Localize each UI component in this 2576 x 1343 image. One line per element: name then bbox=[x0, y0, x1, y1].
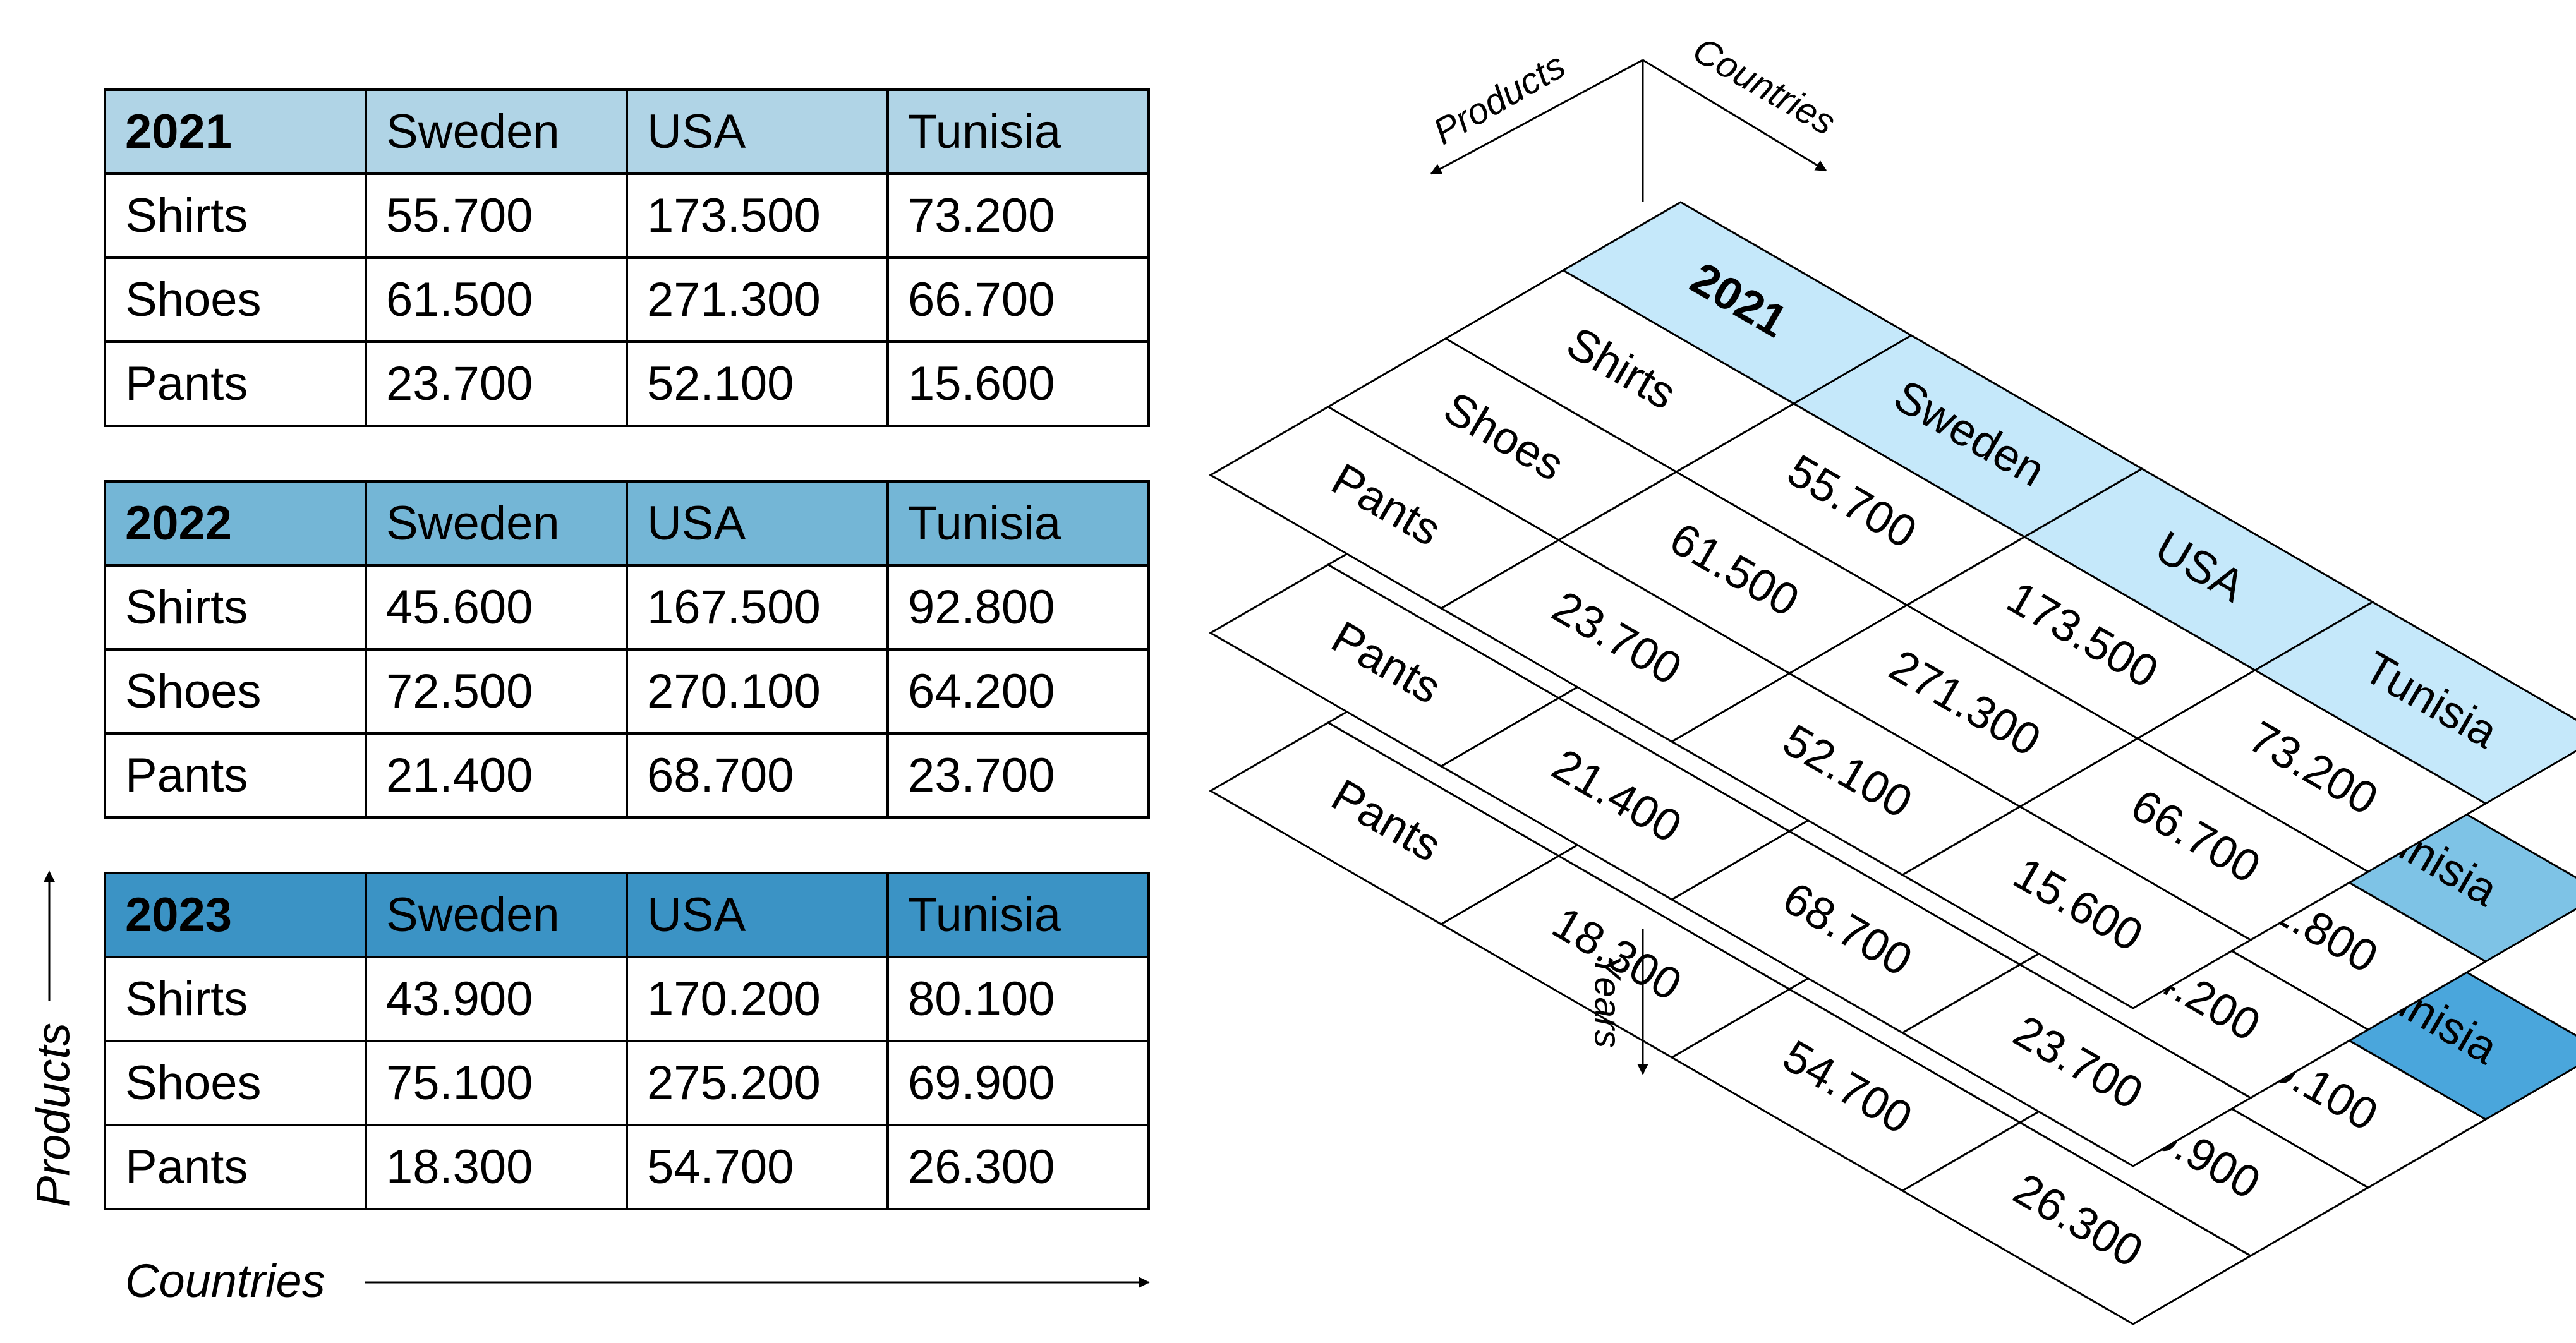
table-row: Pants 18.300 54.700 26.300 bbox=[104, 1124, 1150, 1210]
value-cell: 21.400 bbox=[365, 732, 628, 819]
value-cell: 52.100 bbox=[626, 340, 889, 427]
value-cell: 15.600 bbox=[886, 340, 1150, 427]
product-cell: Shirts bbox=[104, 172, 367, 259]
iso-data-cell bbox=[1901, 805, 2252, 1009]
table-2021: 2021 Sweden USA Tunisia Shirts 55.700 17… bbox=[104, 88, 1150, 427]
product-cell: Shirts bbox=[104, 956, 367, 1042]
value-cell: 170.200 bbox=[626, 956, 889, 1042]
product-cell: Pants bbox=[104, 1124, 367, 1210]
flat-tables-panel: 2021 Sweden USA Tunisia Shirts 55.700 17… bbox=[0, 0, 1200, 1343]
country-header-cell: Sweden bbox=[365, 872, 628, 958]
value-cell: 271.300 bbox=[626, 256, 889, 343]
country-header-cell: USA bbox=[626, 480, 889, 567]
iso-years-axis-label: Years bbox=[1587, 955, 1628, 1048]
product-cell: Pants bbox=[104, 340, 367, 427]
value-cell: 43.900 bbox=[365, 956, 628, 1042]
value-cell: 80.100 bbox=[886, 956, 1150, 1042]
value-cell: 92.800 bbox=[886, 564, 1150, 651]
value-cell: 61.500 bbox=[365, 256, 628, 343]
value-cell: 54.700 bbox=[626, 1124, 889, 1210]
year-header-cell: 2021 bbox=[104, 88, 367, 175]
value-cell: 173.500 bbox=[626, 172, 889, 259]
table-row: Shirts 43.900 170.200 80.100 bbox=[104, 956, 1150, 1042]
country-header-cell: USA bbox=[626, 88, 889, 175]
table-header-row: 2021 Sweden USA Tunisia bbox=[104, 88, 1150, 175]
value-cell: 75.100 bbox=[365, 1040, 628, 1126]
value-cell: 64.200 bbox=[886, 648, 1150, 735]
value-cell: 26.300 bbox=[886, 1124, 1150, 1210]
value-cell: 270.100 bbox=[626, 648, 889, 735]
year-header-cell: 2022 bbox=[104, 480, 367, 567]
table-row: Pants 23.700 52.100 15.600 bbox=[104, 340, 1150, 427]
table-row: Shoes 72.500 270.100 64.200 bbox=[104, 648, 1150, 735]
value-cell: 23.700 bbox=[886, 732, 1150, 819]
iso-data-cell bbox=[1901, 963, 2252, 1167]
value-cell: 66.700 bbox=[886, 256, 1150, 343]
iso-countries-axis-label: Countries bbox=[1686, 29, 1842, 143]
value-cell: 72.500 bbox=[365, 648, 628, 735]
table-header-row: 2023 Sweden USA Tunisia bbox=[104, 872, 1150, 958]
value-cell: 55.700 bbox=[365, 172, 628, 259]
country-header-cell: Sweden bbox=[365, 88, 628, 175]
product-cell: Shoes bbox=[104, 648, 367, 735]
country-header-cell: Tunisia bbox=[886, 480, 1150, 567]
product-cell: Shoes bbox=[104, 256, 367, 343]
value-cell: 68.700 bbox=[626, 732, 889, 819]
value-cell: 69.900 bbox=[886, 1040, 1150, 1126]
value-cell: 45.600 bbox=[365, 564, 628, 651]
year-header-cell: 2023 bbox=[104, 872, 367, 958]
table-row: Pants 21.400 68.700 23.700 bbox=[104, 732, 1150, 819]
table-row: Shirts 45.600 167.500 92.800 bbox=[104, 564, 1150, 651]
product-cell: Shirts bbox=[104, 564, 367, 651]
countries-axis-label: Countries bbox=[125, 1255, 325, 1307]
product-cell: Pants bbox=[104, 732, 367, 819]
country-header-cell: Sweden bbox=[365, 480, 628, 567]
country-header-cell: Tunisia bbox=[886, 872, 1150, 958]
iso-countries-axis-arrow bbox=[1642, 59, 1827, 172]
iso-data-cell bbox=[1901, 1121, 2252, 1325]
iso-layers: 2023SwedenUSATunisiaShirts43.900170.2008… bbox=[1209, 201, 2576, 1325]
table-header-row: 2022 Sweden USA Tunisia bbox=[104, 480, 1150, 567]
table-row: Shoes 61.500 271.300 66.700 bbox=[104, 256, 1150, 343]
country-header-cell: USA bbox=[626, 872, 889, 958]
table-row: Shirts 55.700 173.500 73.200 bbox=[104, 172, 1150, 259]
value-cell: 18.300 bbox=[365, 1124, 628, 1210]
table-2022: 2022 Sweden USA Tunisia Shirts 45.600 16… bbox=[104, 480, 1150, 819]
product-cell: Shoes bbox=[104, 1040, 367, 1126]
value-cell: 167.500 bbox=[626, 564, 889, 651]
value-cell: 73.200 bbox=[886, 172, 1150, 259]
iso-products-axis-arrow bbox=[1430, 59, 1643, 175]
value-cell: 23.700 bbox=[365, 340, 628, 427]
table-row: Shoes 75.100 275.200 69.900 bbox=[104, 1040, 1150, 1126]
flat-axis-arrows bbox=[44, 870, 1150, 1288]
country-header-cell: Tunisia bbox=[886, 88, 1150, 175]
table-2023: 2023 Sweden USA Tunisia Shirts 43.900 17… bbox=[104, 872, 1150, 1210]
iso-layer-2021: 2021SwedenUSATunisiaShirts55.700173.5007… bbox=[1209, 201, 2576, 1009]
value-cell: 275.200 bbox=[626, 1040, 889, 1126]
